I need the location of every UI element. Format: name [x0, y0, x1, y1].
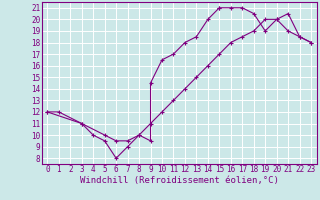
X-axis label: Windchill (Refroidissement éolien,°C): Windchill (Refroidissement éolien,°C) — [80, 176, 279, 185]
